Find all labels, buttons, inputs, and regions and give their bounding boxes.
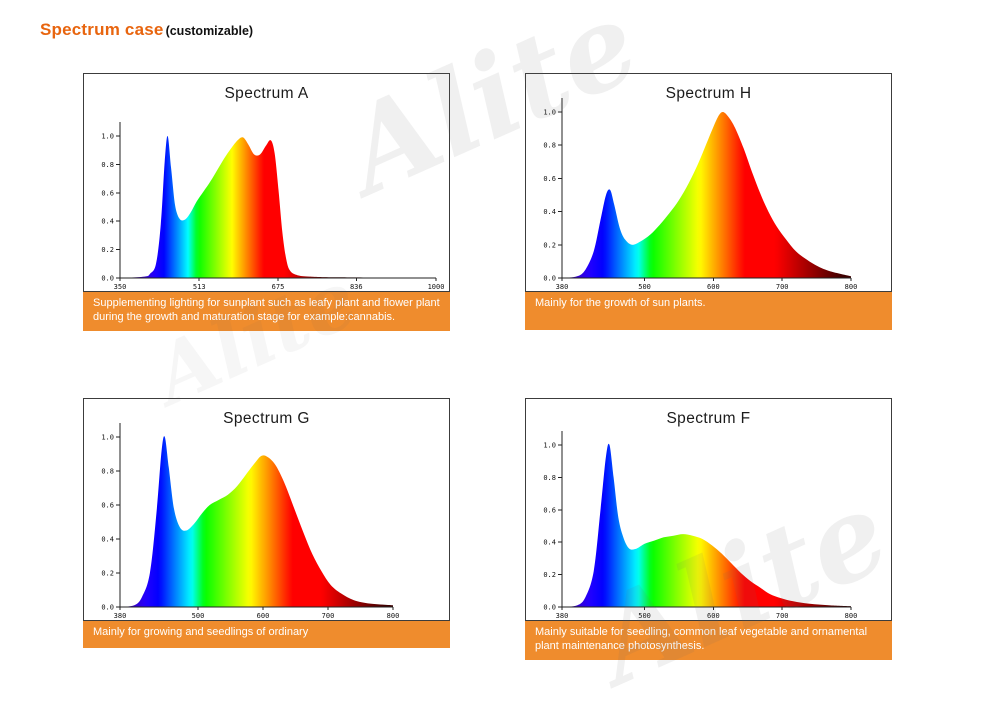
svg-text:800: 800	[845, 612, 858, 620]
spectrum-a-plot: 0.0 0.2 0.4 0.6 0.8 1.0 350 513 675 836 1000	[84, 74, 449, 291]
svg-text:1000: 1000	[428, 283, 445, 291]
svg-text:0.8: 0.8	[101, 161, 114, 169]
svg-text:0.4: 0.4	[543, 539, 556, 547]
svg-text:0.2: 0.2	[101, 246, 114, 254]
spectrum-h-caption: Mainly for the growth of sun plants.	[525, 292, 892, 330]
svg-text:0.6: 0.6	[101, 502, 114, 510]
svg-text:600: 600	[257, 612, 270, 620]
svg-text:0.4: 0.4	[101, 218, 114, 226]
spectrum-f-chartbox: Spectrum F 0.0 0.2 0.4 0.6 0.8 1.0 380 500 600 70…	[525, 398, 892, 621]
svg-text:836: 836	[350, 283, 363, 291]
svg-text:0.0: 0.0	[543, 604, 556, 612]
svg-text:500: 500	[192, 612, 205, 620]
svg-text:380: 380	[556, 612, 569, 620]
spectrum-a-caption: Supplementing lighting for sunplant such…	[83, 292, 450, 331]
svg-text:1.0: 1.0	[101, 434, 114, 442]
svg-text:1.0: 1.0	[543, 109, 556, 117]
spectrum-g-plot: 0.0 0.2 0.4 0.6 0.8 1.0 380 500 600 700 800	[84, 399, 449, 620]
svg-text:0.4: 0.4	[543, 208, 556, 216]
svg-text:1.0: 1.0	[543, 442, 556, 450]
spectrum-g-caption: Mainly for growing and seedlings of ordi…	[83, 621, 450, 648]
svg-text:500: 500	[638, 612, 651, 620]
svg-text:0.2: 0.2	[543, 241, 556, 249]
svg-text:500: 500	[638, 283, 651, 291]
svg-text:0.6: 0.6	[543, 506, 556, 514]
page-title: Spectrum case	[40, 20, 164, 39]
svg-text:800: 800	[845, 283, 858, 291]
svg-text:600: 600	[707, 612, 720, 620]
svg-text:350: 350	[114, 283, 127, 291]
spectrum-f-panel: Spectrum F 0.0 0.2 0.4 0.6 0.8 1.0 380 500 600 70…	[525, 398, 892, 660]
svg-text:0.0: 0.0	[101, 604, 114, 612]
svg-text:0.2: 0.2	[543, 571, 556, 579]
svg-text:0.8: 0.8	[101, 468, 114, 476]
svg-text:675: 675	[272, 283, 285, 291]
svg-text:0.8: 0.8	[543, 142, 556, 150]
svg-text:0.2: 0.2	[101, 570, 114, 578]
chart-title: Spectrum F	[666, 410, 751, 427]
svg-text:700: 700	[322, 612, 335, 620]
spectrum-h-chartbox: Spectrum H 0.0 0.2 0.4 0.6 0.8 1.0 380 500 600 70…	[525, 73, 892, 292]
svg-text:700: 700	[776, 283, 789, 291]
svg-text:700: 700	[776, 612, 789, 620]
chart-title: Spectrum A	[224, 85, 309, 102]
svg-text:800: 800	[387, 612, 400, 620]
svg-text:0.0: 0.0	[101, 275, 114, 283]
svg-text:600: 600	[707, 283, 720, 291]
svg-text:380: 380	[556, 283, 569, 291]
svg-text:0.6: 0.6	[101, 189, 114, 197]
chart-title: Spectrum H	[665, 85, 752, 102]
chart-title: Spectrum G	[223, 410, 310, 427]
spectrum-g-chartbox: Spectrum G 0.0 0.2 0.4 0.6 0.8 1.0 380 500 600 70…	[83, 398, 450, 621]
spectrum-g-panel: Spectrum G 0.0 0.2 0.4 0.6 0.8 1.0 380 500 600 70…	[83, 398, 450, 648]
spectrum-f-plot: 0.0 0.2 0.4 0.6 0.8 1.0 380 500 600 700 800	[526, 399, 891, 620]
spectrum-h-panel: Spectrum H 0.0 0.2 0.4 0.6 0.8 1.0 380 500 600 70…	[525, 73, 892, 330]
svg-text:380: 380	[114, 612, 127, 620]
spectrum-f-caption: Mainly suitable for seedling, common lea…	[525, 621, 892, 660]
spectrum-h-plot: 0.0 0.2 0.4 0.6 0.8 1.0 380 500 600 700 800	[526, 74, 891, 291]
svg-text:0.4: 0.4	[101, 536, 114, 544]
page-header: Spectrum case (customizable)	[40, 20, 253, 40]
svg-text:0.6: 0.6	[543, 175, 556, 183]
svg-text:0.8: 0.8	[543, 474, 556, 482]
svg-text:0.0: 0.0	[543, 275, 556, 283]
spectrum-a-chartbox: Spectrum A 0.0 0.2 0.4 0.6 0.8 1.0 350 513 675 83…	[83, 73, 450, 292]
svg-text:513: 513	[193, 283, 206, 291]
page-subtitle: (customizable)	[165, 24, 254, 38]
svg-text:1.0: 1.0	[101, 133, 114, 141]
spectrum-a-panel: Spectrum A 0.0 0.2 0.4 0.6 0.8 1.0 350 513 675 83…	[83, 73, 450, 331]
